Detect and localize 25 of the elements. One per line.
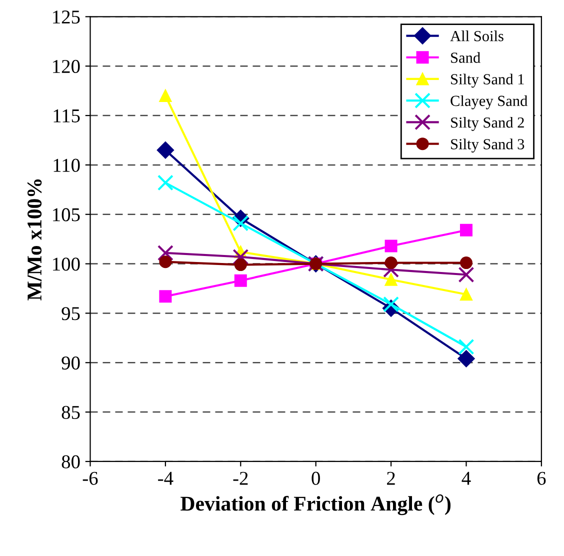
x-tick-label: 4 [462, 472, 471, 485]
y-tick-label: 120 [53, 60, 80, 74]
x-tick-label: -4 [158, 472, 174, 485]
y-tick-label: 100 [53, 258, 80, 271]
x-axis-title: Deviation of Friction Angle ($^{o}$) [180, 494, 451, 516]
y-tick-label: 90 [62, 356, 80, 370]
x-tick-label: 2 [387, 472, 395, 485]
y-tick-label: 105 [53, 208, 80, 222]
x-tick-label: -6 [82, 472, 98, 485]
y-tick-label: 115 [54, 109, 80, 122]
y-tick-label: 125 [53, 10, 80, 24]
y-axis-title: M/Mo x100% [28, 179, 42, 300]
legend-label: Silty Sand 1 [451, 74, 524, 88]
legend-label: Silty Sand 3 [451, 138, 524, 152]
x-tick-label: 0 [312, 472, 320, 485]
legend-label: Silty Sand 2 [451, 116, 524, 131]
x-tick-label: 6 [537, 472, 546, 485]
y-tick-label: 85 [62, 406, 80, 419]
legend-label: Clayey Sand [450, 95, 528, 110]
y-tick-label: 95 [62, 307, 80, 320]
legend-label: Sand [451, 52, 480, 63]
y-tick-label: 110 [54, 158, 80, 172]
x-tick-label: -2 [233, 472, 248, 485]
legend-label: All Soils [450, 30, 504, 42]
y-tick-label: 80 [62, 455, 80, 468]
